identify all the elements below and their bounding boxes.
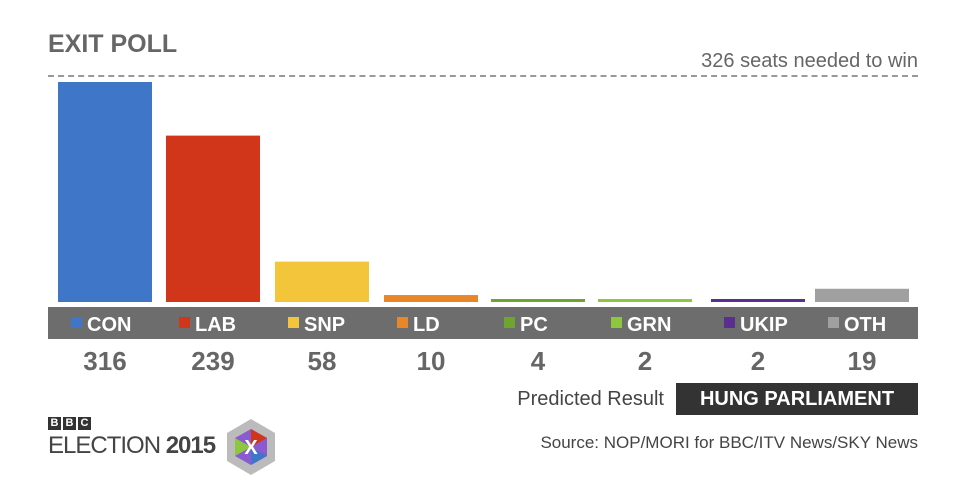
legend-swatch-ld [397,317,408,328]
legend-swatch-lab [179,317,190,328]
legend-swatch-ukip [724,317,735,328]
bar-chart: CON 316 LAB 239 SNP 58 LD 10 PC 4 GRN 2 UKIP 2 OTH 19 [58,82,909,376]
svg-text:X: X [244,437,258,459]
value-label: 4 [531,346,546,376]
chart-title: EXIT POLL [48,30,178,58]
predicted-result-badge: HUNG PARLIAMENT [676,383,918,415]
election-x-logo: X [227,419,275,475]
category-label: SNP [304,314,345,336]
legend-swatch-oth [828,317,839,328]
category-label: LAB [195,314,236,336]
category-label: GRN [627,314,671,336]
bar-oth [815,288,909,302]
bar-snp [275,261,369,302]
legend-swatch-con [71,317,82,328]
value-label: 19 [848,346,877,376]
category-label: UKIP [740,314,788,336]
value-label: 58 [308,346,337,376]
bar-lab [166,135,260,302]
bar-pc [491,299,585,302]
bar-ld [384,295,478,302]
bar-ukip [711,299,805,302]
value-label: 239 [191,346,234,376]
category-label: LD [413,314,440,336]
value-label: 10 [417,346,446,376]
seats-needed-annotation: 326 seats needed to win [701,50,918,72]
legend-swatch-snp [288,317,299,328]
value-label: 2 [638,346,652,376]
category-label: PC [520,314,548,336]
majority-line [48,75,918,77]
category-label: CON [87,314,131,336]
value-label: 2 [751,346,765,376]
predicted-result-label: Predicted Result [517,388,664,410]
source-note: Source: NOP/MORI for BBC/ITV News/SKY Ne… [540,433,918,452]
category-label: OTH [844,314,886,336]
legend-band [48,307,918,339]
bar-grn [598,299,692,302]
legend-swatch-pc [504,317,515,328]
value-label: 316 [83,346,126,376]
bar-con [58,82,152,302]
election-logo-text: ELECTION 2015 [48,432,216,459]
legend-swatch-grn [611,317,622,328]
